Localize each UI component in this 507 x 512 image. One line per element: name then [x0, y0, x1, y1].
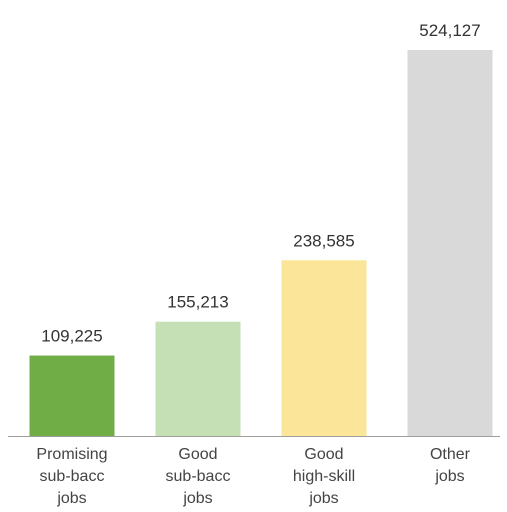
bar-3: [281, 260, 367, 436]
category-label-line: Promising: [36, 446, 107, 463]
category-label-line: sub-bacc: [166, 468, 231, 485]
category-label-line: jobs: [434, 468, 464, 485]
bar-1: [29, 355, 115, 436]
category-label-line: jobs: [308, 490, 338, 507]
category-label-line: Good: [178, 446, 217, 463]
category-label-line: jobs: [56, 490, 86, 507]
value-label-2: 155,213: [167, 293, 228, 312]
category-label-line: sub-bacc: [40, 468, 105, 485]
category-label-1: Promising sub-bacc jobs: [36, 446, 107, 507]
category-label-4: Other jobs: [430, 446, 471, 485]
category-label-3: Good high-skill jobs: [293, 446, 355, 507]
value-label-1: 109,225: [41, 327, 102, 346]
value-label-4: 524,127: [419, 21, 480, 40]
category-label-line: high-skill: [293, 468, 355, 485]
value-labels-group: 109,225 155,213 238,585 524,127: [41, 21, 480, 346]
category-label-2: Good sub-bacc jobs: [166, 446, 231, 507]
category-label-line: Good: [304, 446, 343, 463]
bar-2: [155, 321, 241, 436]
bars-group: [29, 50, 493, 436]
value-label-3: 238,585: [293, 231, 354, 250]
bar-4: [407, 50, 493, 436]
category-label-line: Other: [430, 446, 471, 463]
category-label-line: jobs: [182, 490, 212, 507]
